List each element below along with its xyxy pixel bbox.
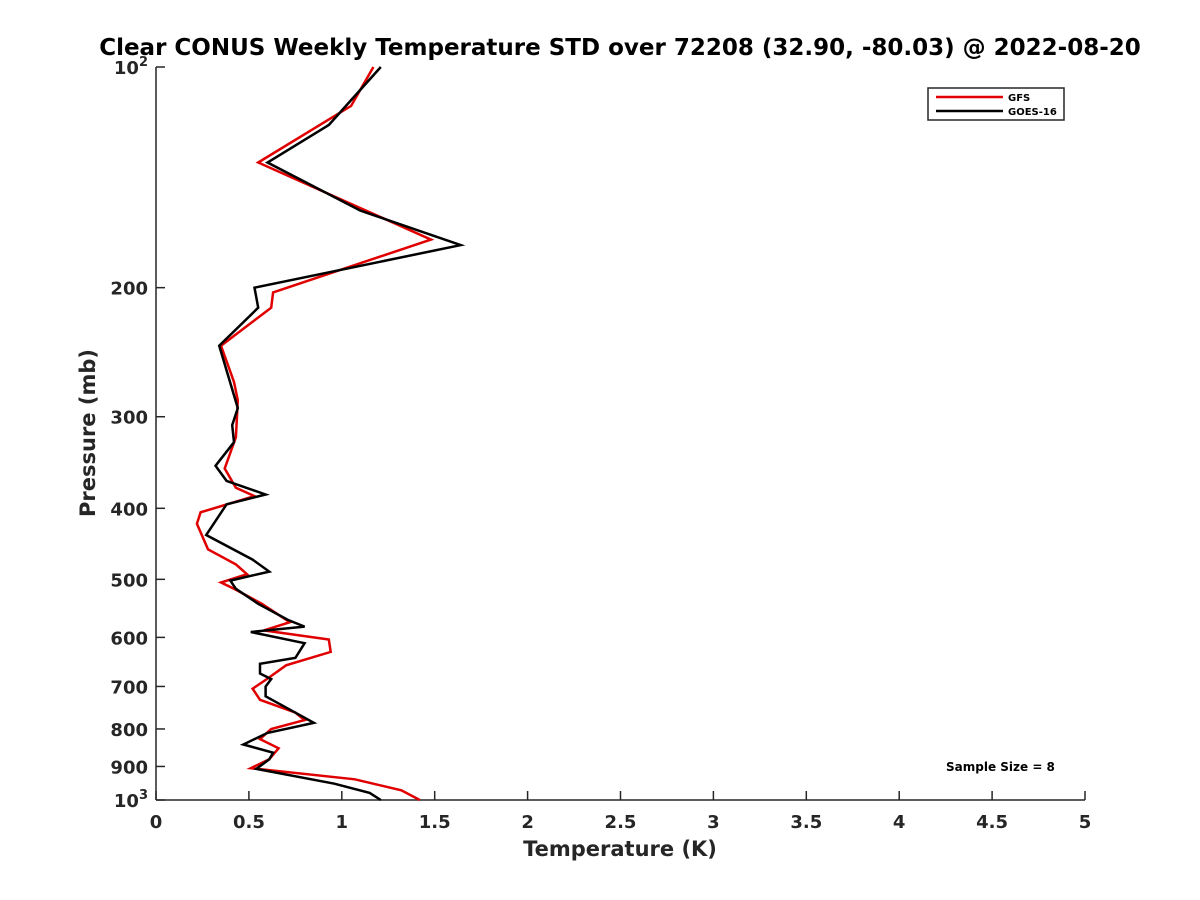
legend: GFS GOES-16 (927, 87, 1065, 121)
y-tick-label: 102 (114, 55, 148, 79)
x-tick-label: 0 (150, 812, 163, 833)
x-tick-label: 2.5 (605, 812, 637, 833)
y-tick-label: 300 (110, 408, 148, 429)
y-tick-label: 800 (110, 720, 148, 741)
x-tick-label: 1.5 (419, 812, 451, 833)
chart-title: Clear CONUS Weekly Temperature STD over … (99, 35, 1141, 61)
y-tick-label: 900 (110, 757, 148, 778)
x-tick-label: 0.5 (233, 812, 265, 833)
x-tick-label: 5 (1079, 812, 1092, 833)
y-tick-label: 200 (110, 279, 148, 300)
x-tick-label: 3 (707, 812, 720, 833)
y-tick-label: 700 (110, 677, 148, 698)
legend-label-gfs: GFS (1008, 93, 1030, 104)
y-tick-label: 103 (114, 788, 148, 812)
y-axis-label: Pressure (mb) (76, 349, 100, 517)
x-tick-label: 2 (521, 812, 534, 833)
x-tick-label: 4 (893, 812, 906, 833)
y-tick-label: 600 (110, 628, 148, 649)
x-tick-label: 1 (336, 812, 349, 833)
y-tick-label: 400 (110, 499, 148, 520)
legend-box (927, 87, 1065, 121)
series-lines (195, 66, 466, 802)
x-axis-label: Temperature (K) (523, 837, 717, 861)
series-line-goes16 (204, 66, 466, 802)
sample-size-annotation: Sample Size = 8 (946, 760, 1055, 774)
axes: 0 0.5 1 1.5 2 2.5 3 3.5 4 4.5 5 102 200 300 400 500 600 7… (110, 55, 1091, 833)
x-tick-label: 3.5 (790, 812, 822, 833)
x-tick-label: 4.5 (976, 812, 1008, 833)
y-tick-label: 500 (110, 570, 148, 591)
legend-label-goes16: GOES-16 (1008, 107, 1057, 118)
